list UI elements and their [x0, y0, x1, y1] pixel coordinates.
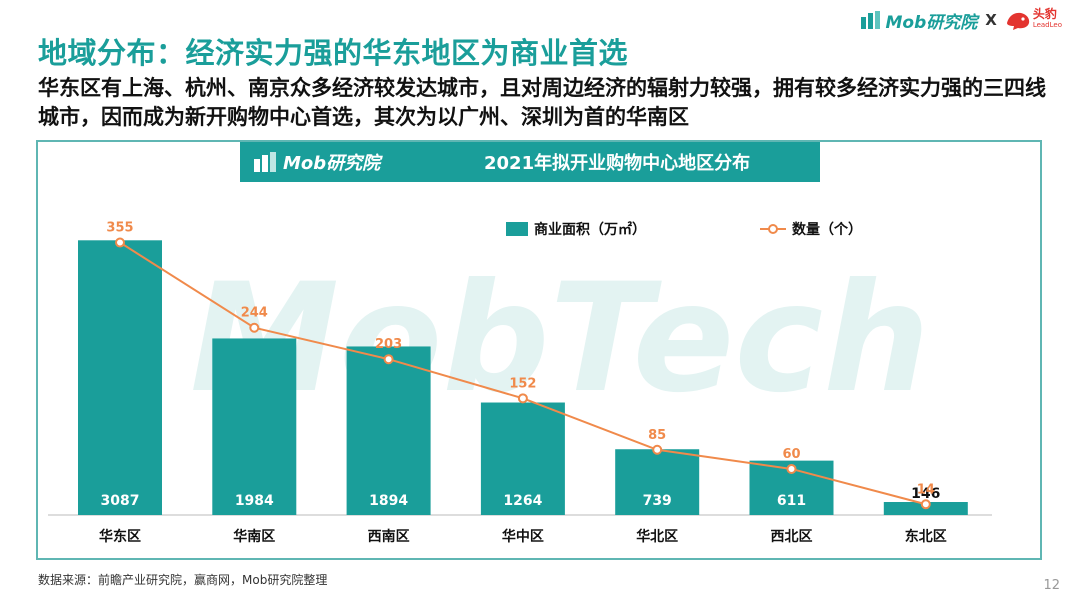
banner-logo-icon: [254, 152, 276, 172]
mob-logo-text: Mob研究院: [885, 12, 978, 33]
bar-value-label: 1264: [503, 493, 542, 509]
count-value-label: 355: [106, 221, 133, 236]
mob-logo: Mob研究院: [861, 8, 977, 33]
x-tick-label: 西北区: [771, 529, 813, 545]
bar-value-label: 146: [911, 486, 940, 502]
count-point: [652, 444, 663, 455]
x-tick-label: 西南区: [368, 528, 410, 545]
mob-logo-icon: [861, 11, 881, 29]
leadleo-text: 头豹: [1032, 7, 1057, 21]
count-value-label: 203: [375, 337, 402, 352]
leopard-icon: [1006, 12, 1029, 30]
banner-logo-text: Mob研究院: [283, 153, 381, 174]
x-tick-label: 华南区: [233, 528, 275, 545]
count-value-label: 14: [917, 482, 935, 497]
page-number: 12: [1043, 578, 1060, 593]
bar-value-label: 1894: [369, 493, 408, 509]
watermark-text: MobTech: [190, 252, 930, 426]
banner-logo: Mob研究院: [240, 149, 454, 175]
chart-title: 2021年拟开业购物中心地区分布: [484, 153, 751, 174]
bar: [78, 240, 162, 515]
bar: [480, 402, 565, 515]
x-tick-label: 华北区: [636, 528, 678, 545]
bar-value-label: 739: [643, 493, 672, 509]
data-source: 数据来源：前瞻产业研究院，赢商网，Mob研究院整理: [38, 573, 328, 587]
brand-separator: X: [985, 11, 997, 29]
count-value-label: 244: [241, 306, 268, 321]
page-title: 地域分布：经济实力强的华东地区为商业首选: [38, 36, 629, 70]
leadleo-subtext: LeadLeo: [1032, 21, 1062, 29]
legend-bar-swatch: [506, 222, 528, 236]
bar: [615, 449, 700, 515]
count-value-label: 85: [648, 428, 666, 443]
page-subtitle: 华东区有上海、杭州、南京众多经济较发达城市，且对周边经济的辐射力较强，拥有较多经…: [38, 76, 1046, 129]
legend-line-marker: [768, 224, 778, 234]
x-tick-label: 华中区: [502, 528, 544, 545]
chart-panel: [36, 140, 1042, 560]
count-point: [115, 237, 125, 248]
leadleo-logo: 头豹 LeadLeo: [1005, 7, 1062, 31]
bar-value-label: 3087: [101, 493, 140, 509]
brand-bar: Mob研究院 X 头豹 LeadLeo: [861, 6, 1062, 34]
count-point: [517, 393, 528, 404]
count-point: [383, 354, 394, 365]
bar-value-label: 611: [777, 493, 806, 509]
bar-value-label: 1984: [235, 493, 274, 509]
bar: [346, 346, 431, 515]
count-value-label: 152: [509, 376, 536, 391]
legend-line-label: 数量（个）: [792, 221, 862, 238]
count-point: [920, 499, 931, 510]
x-tick-label: 华东区: [99, 528, 141, 545]
count-point: [249, 322, 260, 333]
count-point: [786, 463, 797, 474]
legend-bar-label: 商业面积（万㎡）: [534, 221, 646, 238]
count-value-label: 60: [782, 447, 800, 462]
chart-banner: Mob研究院 2021年拟开业购物中心地区分布: [240, 142, 820, 182]
bar: [212, 338, 297, 515]
x-tick-label: 东北区: [905, 528, 947, 545]
